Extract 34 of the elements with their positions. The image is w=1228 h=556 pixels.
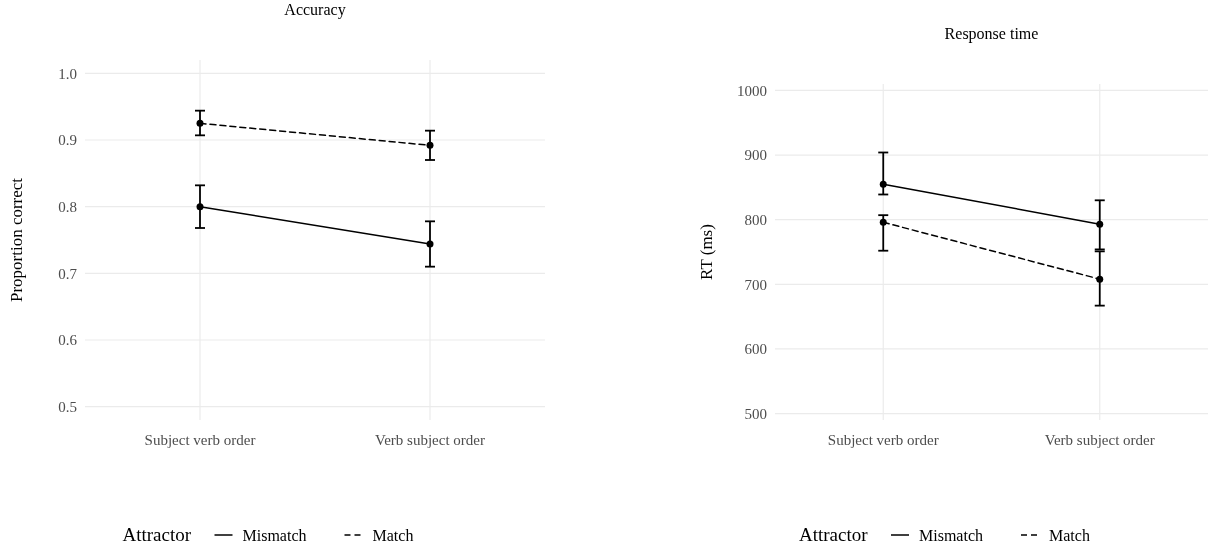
y-tick-label: 600	[744, 341, 767, 358]
x-tick-label: Verb subject order	[375, 432, 485, 448]
point	[1096, 275, 1104, 283]
legend-title: Attractor	[799, 524, 869, 545]
y-tick-label: 0.7	[58, 265, 78, 282]
legend-title: Attractor	[122, 524, 192, 545]
legend-label: Match	[372, 527, 414, 544]
y-tick-label: 1000	[737, 82, 767, 99]
point	[426, 240, 434, 248]
x-tick-label: Verb subject order	[1044, 432, 1155, 448]
y-tick-label: 0.6	[58, 332, 78, 349]
legend-label: Mismatch	[919, 527, 983, 544]
x-tick-label: Subject verb order	[144, 432, 256, 448]
y-axis-title: Proportion correct	[7, 177, 26, 303]
point	[196, 119, 204, 127]
y-tick-label: 0.9	[58, 132, 77, 149]
y-tick-label: 1.0	[58, 65, 77, 82]
legend-label: Match	[1049, 527, 1090, 544]
legend-label: Mismatch	[242, 527, 307, 544]
chart-title: Response time	[944, 25, 1039, 43]
point	[879, 218, 887, 226]
y-tick-label: 500	[744, 405, 767, 422]
y-tick-label: 0.8	[58, 198, 77, 215]
point	[426, 141, 434, 149]
y-tick-label: 800	[744, 211, 767, 228]
y-axis-title: RT (ms)	[697, 224, 716, 280]
y-tick-label: 700	[744, 276, 767, 293]
y-tick-label: 900	[744, 147, 767, 164]
point	[1096, 220, 1104, 228]
point	[879, 180, 887, 188]
x-tick-label: Subject verb order	[827, 432, 939, 448]
chart-title: Accuracy	[284, 1, 346, 19]
point	[196, 203, 204, 211]
y-tick-label: 0.5	[58, 398, 77, 415]
